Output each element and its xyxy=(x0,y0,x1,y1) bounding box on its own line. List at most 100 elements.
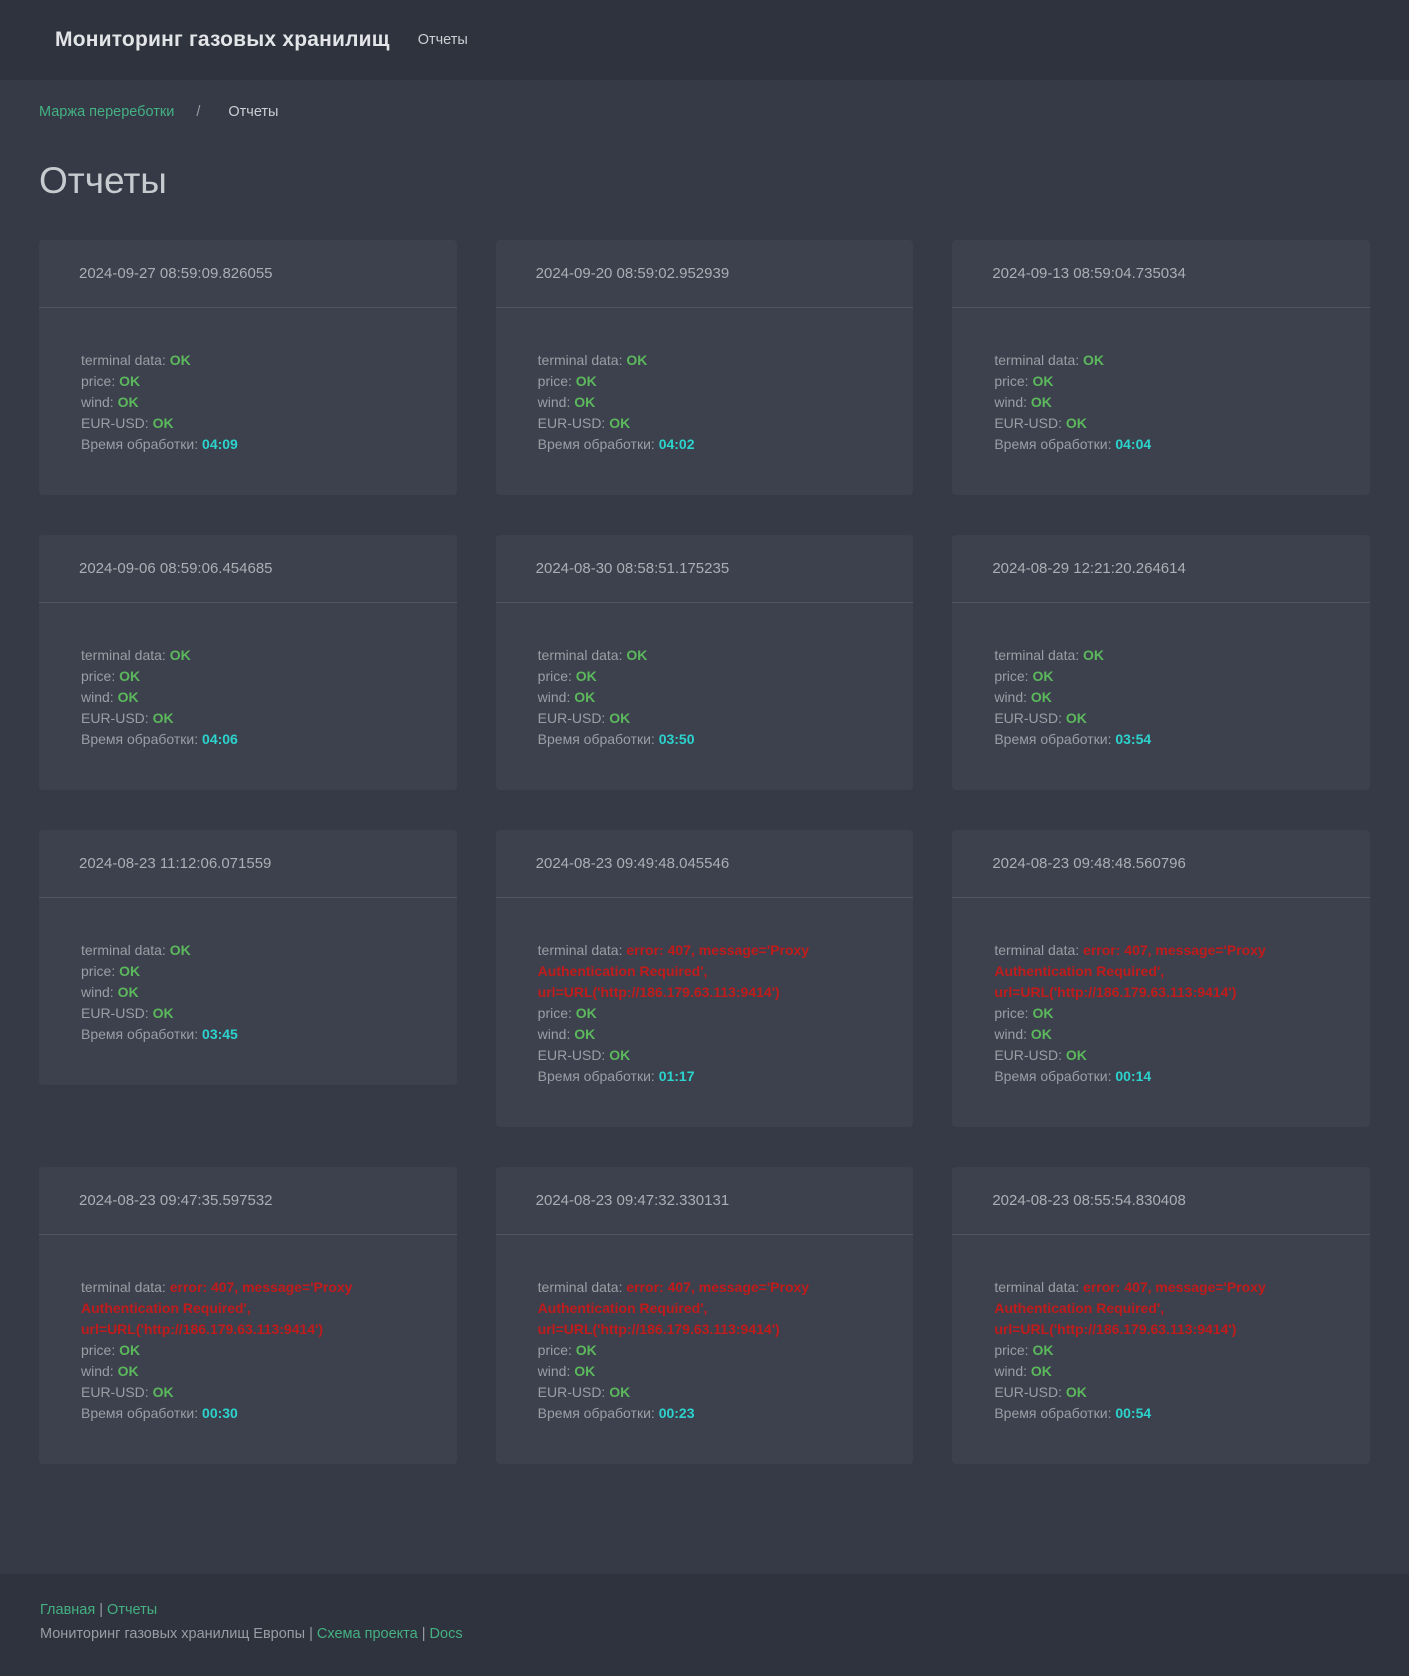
report-card: 2024-08-29 12:21:20.264614 terminal data… xyxy=(952,535,1370,790)
eur-usd-label: EUR-USD: xyxy=(537,1384,606,1400)
price-line: price: OK xyxy=(538,666,874,687)
price-value: OK xyxy=(119,1342,141,1358)
processing-time-line: Время обработки: 03:54 xyxy=(994,729,1330,750)
eur-usd-label: EUR-USD: xyxy=(81,415,149,431)
app-header: Мониторинг газовых хранилищ Отчеты xyxy=(0,0,1409,80)
nav-reports-link[interactable]: Отчеты xyxy=(417,32,468,48)
processing-time-line: Время обработки: 04:04 xyxy=(994,434,1330,455)
report-timestamp: 2024-08-23 09:47:35.597532 xyxy=(39,1167,457,1235)
processing-time-value: 03:54 xyxy=(1115,731,1152,747)
wind-line: wind: OK xyxy=(538,1024,874,1045)
terminal-data-line: terminal data: OK xyxy=(81,940,417,961)
eur-usd-label: EUR-USD: xyxy=(537,710,606,726)
terminal-data-line: terminal data: OK xyxy=(538,645,874,666)
eur-usd-label: EUR-USD: xyxy=(81,1005,149,1021)
price-line: price: OK xyxy=(81,1340,417,1361)
breadcrumb-separator: / xyxy=(196,104,201,120)
wind-label: wind: xyxy=(994,1363,1028,1379)
price-line: price: OK xyxy=(994,666,1330,687)
terminal-data-line: terminal data: OK xyxy=(538,350,874,371)
report-body: terminal data: OK price: OK wind: OK EUR… xyxy=(39,898,457,1085)
wind-label: wind: xyxy=(994,689,1028,705)
report-card: 2024-09-13 08:59:04.735034 terminal data… xyxy=(952,240,1370,495)
wind-line: wind: OK xyxy=(994,687,1330,708)
report-timestamp: 2024-09-27 08:59:09.826055 xyxy=(39,240,457,308)
footer-link-home[interactable]: Главная xyxy=(40,1602,96,1618)
wind-line: wind: OK xyxy=(81,687,417,708)
price-label: price: xyxy=(81,668,116,684)
report-card: 2024-08-23 09:47:32.330131 terminal data… xyxy=(495,1167,914,1464)
wind-label: wind: xyxy=(81,689,114,705)
eur-usd-line: EUR-USD: OK xyxy=(81,1382,417,1403)
eur-usd-line: EUR-USD: OK xyxy=(81,708,417,729)
wind-label: wind: xyxy=(81,984,114,1000)
eur-usd-value: OK xyxy=(609,710,631,726)
price-label: price: xyxy=(81,963,116,979)
processing-time-line: Время обработки: 03:45 xyxy=(81,1024,417,1045)
price-line: price: OK xyxy=(538,1340,874,1361)
terminal-data-line: terminal data: OK xyxy=(81,350,417,371)
terminal-data-line: terminal data: error: 407, message='Prox… xyxy=(994,940,1330,1003)
eur-usd-line: EUR-USD: OK xyxy=(538,708,874,729)
price-label: price: xyxy=(537,1342,572,1358)
price-label: price: xyxy=(81,1342,116,1358)
wind-value: OK xyxy=(117,689,139,705)
terminal-data-value: OK xyxy=(1083,352,1105,368)
report-timestamp: 2024-09-20 08:59:02.952939 xyxy=(495,240,914,308)
terminal-data-label: terminal data: xyxy=(537,942,623,958)
footer-link-docs[interactable]: Docs xyxy=(429,1626,463,1642)
wind-line: wind: OK xyxy=(538,1361,874,1382)
report-body: terminal data: error: 407, message='Prox… xyxy=(952,1235,1370,1464)
processing-time-label: Время обработки: xyxy=(994,731,1112,747)
terminal-data-value: OK xyxy=(626,647,648,663)
processing-time-value: 03:45 xyxy=(202,1026,238,1042)
terminal-data-value: error: 407, message='Proxy Authenticatio… xyxy=(994,1279,1266,1337)
price-value: OK xyxy=(575,1005,597,1021)
eur-usd-value: OK xyxy=(609,1384,631,1400)
eur-usd-value: OK xyxy=(1065,710,1087,726)
price-line: price: OK xyxy=(994,371,1330,392)
report-card: 2024-09-27 08:59:09.826055 terminal data… xyxy=(39,240,457,495)
footer-link-reports[interactable]: Отчеты xyxy=(107,1602,158,1618)
terminal-data-label: terminal data: xyxy=(994,1279,1080,1295)
eur-usd-line: EUR-USD: OK xyxy=(538,1045,874,1066)
eur-usd-label: EUR-USD: xyxy=(994,415,1062,431)
price-label: price: xyxy=(537,373,572,389)
footer-separator: | xyxy=(309,1626,313,1642)
processing-time-value: 03:50 xyxy=(658,731,695,747)
terminal-data-line: terminal data: error: 407, message='Prox… xyxy=(538,940,874,1003)
report-timestamp: 2024-09-13 08:59:04.735034 xyxy=(952,240,1370,308)
footer-separator: | xyxy=(99,1602,104,1618)
breadcrumb-link-margin[interactable]: Маржа перереботки xyxy=(39,104,175,120)
processing-time-label: Время обработки: xyxy=(994,1068,1112,1084)
price-line: price: OK xyxy=(994,1003,1330,1024)
wind-value: OK xyxy=(117,394,139,410)
processing-time-line: Время обработки: 01:17 xyxy=(538,1066,874,1087)
main-content: Маржа перереботки / Отчеты Отчеты 2024-0… xyxy=(0,80,1409,1524)
terminal-data-label: terminal data: xyxy=(994,942,1080,958)
price-value: OK xyxy=(1032,1342,1054,1358)
footer-nav-line: Главная | Отчеты xyxy=(40,1598,1369,1622)
terminal-data-label: terminal data: xyxy=(81,647,166,663)
wind-value: OK xyxy=(574,394,596,410)
processing-time-label: Время обработки: xyxy=(537,436,655,452)
price-value: OK xyxy=(575,373,597,389)
terminal-data-label: terminal data: xyxy=(81,1279,166,1295)
price-label: price: xyxy=(994,1005,1029,1021)
processing-time-value: 00:54 xyxy=(1115,1405,1152,1421)
wind-value: OK xyxy=(1030,394,1052,410)
terminal-data-value: OK xyxy=(169,942,191,958)
processing-time-label: Время обработки: xyxy=(81,436,199,452)
terminal-data-line: terminal data: OK xyxy=(994,350,1330,371)
wind-line: wind: OK xyxy=(81,1361,417,1382)
eur-usd-value: OK xyxy=(609,1047,631,1063)
wind-line: wind: OK xyxy=(994,392,1330,413)
eur-usd-line: EUR-USD: OK xyxy=(994,413,1330,434)
report-body: terminal data: error: 407, message='Prox… xyxy=(39,1235,457,1464)
breadcrumb-current: Отчеты xyxy=(228,104,279,120)
price-line: price: OK xyxy=(538,371,874,392)
footer-link-schema[interactable]: Схема проекта xyxy=(316,1626,418,1642)
processing-time-value: 04:02 xyxy=(658,436,695,452)
wind-label: wind: xyxy=(81,394,114,410)
processing-time-label: Время обработки: xyxy=(537,731,655,747)
